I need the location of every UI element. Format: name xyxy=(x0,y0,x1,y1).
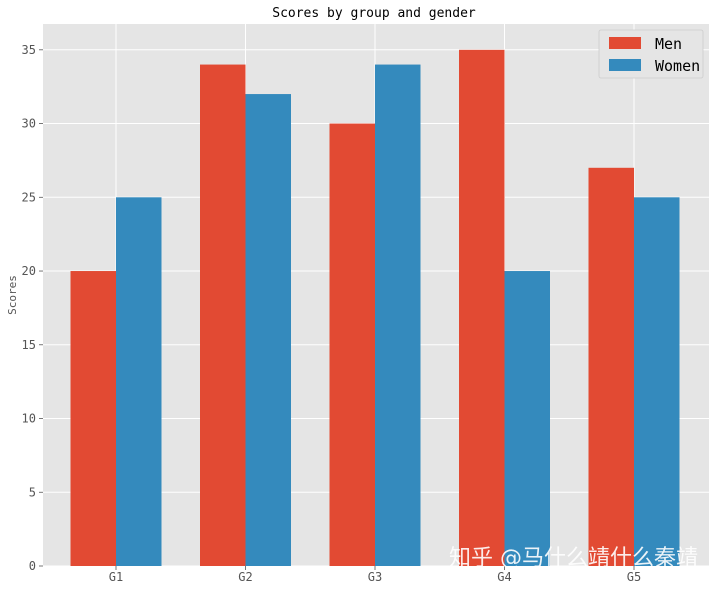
bar-men-g3 xyxy=(329,123,375,566)
legend: Men Women xyxy=(598,29,704,79)
y-tick-label: 0 xyxy=(29,559,36,573)
bar-men-g4 xyxy=(459,49,505,567)
bar-women-g3 xyxy=(375,64,421,566)
legend-swatch-women xyxy=(609,59,641,71)
y-tick-label: 5 xyxy=(29,485,36,499)
bars xyxy=(70,49,680,567)
y-tick-label: 30 xyxy=(22,117,36,131)
y-axis-ticks: 0 5 10 15 20 25 30 35 xyxy=(22,43,43,573)
bar-women-g5 xyxy=(634,197,680,566)
x-tick-label-g1: G1 xyxy=(109,570,123,584)
legend-swatch-men xyxy=(609,37,641,49)
bar-men-g1 xyxy=(70,271,116,566)
y-tick-label: 25 xyxy=(22,190,36,204)
y-tick-label: 20 xyxy=(22,264,36,278)
watermark-text: 知乎 @马什么靖什么秦靖 xyxy=(449,546,698,571)
bar-men-g5 xyxy=(588,167,634,567)
x-axis-ticks: G1 G2 G3 G4 G5 xyxy=(109,566,641,584)
legend-label-women: Women xyxy=(655,57,700,75)
bar-men-g2 xyxy=(200,64,246,566)
x-tick-label-g5: G5 xyxy=(627,570,641,584)
y-tick-label: 35 xyxy=(22,43,36,57)
chart-title: Scores by group and gender xyxy=(272,6,476,21)
x-tick-label-g2: G2 xyxy=(238,570,252,584)
y-axis-label: Scores xyxy=(6,275,19,315)
x-tick-label-g4: G4 xyxy=(497,570,511,584)
bar-women-g2 xyxy=(245,94,291,567)
y-tick-label: 10 xyxy=(22,412,36,426)
bar-women-g4 xyxy=(504,271,550,566)
legend-label-men: Men xyxy=(655,35,682,53)
y-tick-label: 15 xyxy=(22,338,36,352)
bar-women-g1 xyxy=(116,197,162,566)
x-tick-label-g3: G3 xyxy=(368,570,382,584)
